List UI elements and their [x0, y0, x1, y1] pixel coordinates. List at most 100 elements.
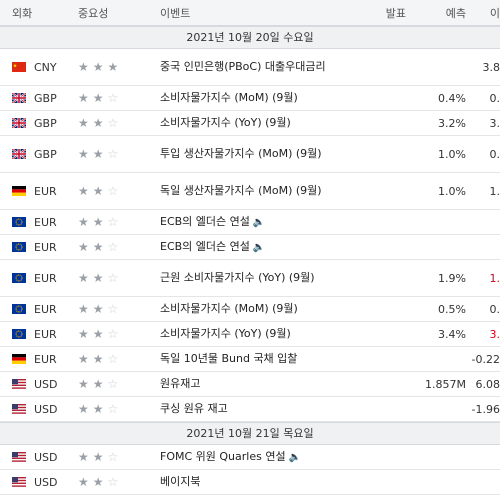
flag-us-icon [12, 452, 26, 462]
event-name[interactable]: FOMC 위원 Quarles 연설 [160, 450, 286, 463]
star-filled-icon: ★ [107, 60, 119, 74]
star-empty-icon: ☆ [107, 377, 119, 391]
event-cell[interactable]: 베이지북 [159, 474, 346, 490]
previous-value: 0. [489, 147, 500, 161]
table-row[interactable]: EUR ★ ★ ☆ ECB의 엘더슨 연설 🔈 [0, 235, 500, 260]
star-filled-icon: ★ [92, 240, 104, 254]
importance-stars: ★ ★ ★ [78, 61, 159, 73]
importance-cell: ★ ★ ☆ [74, 148, 159, 160]
flag-eu-icon [12, 217, 26, 227]
importance-stars: ★ ★ ☆ [78, 241, 159, 253]
calendar-body: 2021년 10월 20일 수요일 CNY ★ ★ ★ 중국 인민은행(PBoC) 대출우… [0, 26, 500, 495]
event-cell[interactable]: ECB의 엘더슨 연설 🔈 [159, 239, 346, 255]
date-header: 2021년 10월 21일 목요일 [0, 422, 500, 445]
event-cell[interactable]: 원유재고 [159, 376, 346, 392]
importance-stars: ★ ★ ☆ [78, 476, 159, 488]
currency-cell: USD [0, 476, 74, 489]
event-cell[interactable]: ECB의 엘더슨 연설 🔈 [159, 214, 346, 230]
previous-value: 1. [489, 184, 500, 198]
event-cell[interactable]: 소비자물가지수 (YoY) (9월) [159, 115, 346, 131]
table-row[interactable]: GBP ★ ★ ☆ 소비자물가지수 (MoM) (9월) 0.4% 0. [0, 86, 500, 111]
event-name[interactable]: 소비자물가지수 (MoM) (9월) [160, 91, 298, 104]
star-empty-icon: ☆ [107, 302, 119, 316]
currency-cell: GBP [0, 92, 74, 105]
importance-cell: ★ ★ ☆ [74, 241, 159, 253]
event-name[interactable]: 독일 10년물 Bund 국채 입찰 [160, 352, 298, 365]
importance-stars: ★ ★ ☆ [78, 148, 159, 160]
event-cell[interactable]: 소비자물가지수 (YoY) (9월) [159, 326, 346, 342]
currency-code: EUR [34, 215, 57, 229]
event-cell[interactable]: 중국 인민은행(PBoC) 대출우대금리 [159, 59, 346, 75]
importance-cell: ★ ★ ☆ [74, 117, 159, 129]
currency-cell: EUR [0, 328, 74, 341]
flag-eu-icon [12, 304, 26, 314]
star-filled-icon: ★ [92, 450, 104, 464]
event-name[interactable]: 독일 생산자물가지수 (MoM) (9월) [160, 184, 322, 197]
star-filled-icon: ★ [92, 147, 104, 161]
date-header: 2021년 10월 20일 수요일 [0, 26, 500, 49]
table-row[interactable]: USD ★ ★ ☆ FOMC 위원 Quarles 연설 🔈 [0, 445, 500, 470]
star-empty-icon: ☆ [107, 147, 119, 161]
currency-code: EUR [34, 302, 57, 316]
table-row[interactable]: EUR ★ ★ ☆ 소비자물가지수 (YoY) (9월) 3.4% 3. [0, 322, 500, 347]
event-cell[interactable]: 쿠싱 원유 재고 [159, 401, 346, 417]
event-name[interactable]: 중국 인민은행(PBoC) 대출우대금리 [160, 60, 326, 73]
flag-de-icon [12, 354, 26, 364]
event-name[interactable]: 베이지북 [160, 475, 201, 488]
previous-value: 0. [489, 91, 500, 105]
importance-cell: ★ ★ ☆ [74, 328, 159, 340]
event-name[interactable]: 소비자물가지수 (MoM) (9월) [160, 302, 298, 315]
event-name[interactable]: 소비자물가지수 (YoY) (9월) [160, 327, 291, 340]
currency-cell: CNY [0, 61, 74, 74]
event-cell[interactable]: 근원 소비자물가지수 (YoY) (9월) [159, 270, 346, 286]
table-row[interactable]: CNY ★ ★ ★ 중국 인민은행(PBoC) 대출우대금리 3.8 [0, 49, 500, 86]
currency-cell: EUR [0, 185, 74, 198]
event-cell[interactable]: 독일 생산자물가지수 (MoM) (9월) [159, 183, 346, 199]
importance-stars: ★ ★ ☆ [78, 328, 159, 340]
table-row[interactable]: USD ★ ★ ☆ 원유재고 1.857M 6.08 [0, 372, 500, 397]
currency-code: EUR [34, 240, 57, 254]
event-name[interactable]: 투입 생산자물가지수 (MoM) (9월) [160, 147, 322, 160]
event-name[interactable]: 근원 소비자물가지수 (YoY) (9월) [160, 271, 315, 284]
event-name[interactable]: 쿠싱 원유 재고 [160, 402, 228, 415]
table-row[interactable]: EUR ★ ★ ☆ ECB의 엘더슨 연설 🔈 [0, 210, 500, 235]
event-cell[interactable]: 소비자물가지수 (MoM) (9월) [159, 90, 346, 106]
star-filled-icon: ★ [78, 116, 89, 130]
event-name[interactable]: 원유재고 [160, 377, 201, 390]
header-currency: 외화 [12, 6, 33, 20]
table-row[interactable]: EUR ★ ★ ☆ 독일 생산자물가지수 (MoM) (9월) 1.0% 1. [0, 173, 500, 210]
table-row[interactable]: GBP ★ ★ ☆ 소비자물가지수 (YoY) (9월) 3.2% 3. [0, 111, 500, 136]
table-row[interactable]: USD ★ ★ ☆ 쿠싱 원유 재고 -1.96 [0, 397, 500, 422]
importance-stars: ★ ★ ☆ [78, 185, 159, 197]
table-row[interactable]: GBP ★ ★ ☆ 투입 생산자물가지수 (MoM) (9월) 1.0% 0. [0, 136, 500, 173]
importance-stars: ★ ★ ☆ [78, 403, 159, 415]
currency-code: USD [34, 450, 58, 464]
event-cell[interactable]: 투입 생산자물가지수 (MoM) (9월) [159, 146, 346, 162]
event-name[interactable]: ECB의 엘더슨 연설 [160, 240, 250, 253]
table-row[interactable]: USD ★ ★ ☆ 베이지북 [0, 470, 500, 495]
star-empty-icon: ☆ [107, 450, 119, 464]
event-name[interactable]: 소비자물가지수 (YoY) (9월) [160, 116, 291, 129]
currency-code: EUR [34, 327, 57, 341]
speaker-icon: 🔈 [288, 452, 302, 463]
header-importance: 중요성 [78, 6, 109, 20]
star-filled-icon: ★ [92, 475, 104, 489]
event-cell[interactable]: 독일 10년물 Bund 국채 입찰 [159, 351, 346, 367]
currency-code: CNY [34, 60, 57, 74]
importance-stars: ★ ★ ☆ [78, 216, 159, 228]
table-row[interactable]: EUR ★ ★ ☆ 독일 10년물 Bund 국채 입찰 -0.22 [0, 347, 500, 372]
star-filled-icon: ★ [78, 240, 89, 254]
currency-cell: GBP [0, 148, 74, 161]
event-name[interactable]: ECB의 엘더슨 연설 [160, 215, 250, 228]
importance-stars: ★ ★ ☆ [78, 378, 159, 390]
currency-cell: EUR [0, 216, 74, 229]
star-filled-icon: ★ [78, 327, 89, 341]
event-cell[interactable]: FOMC 위원 Quarles 연설 🔈 [159, 449, 346, 465]
table-row[interactable]: EUR ★ ★ ☆ 소비자물가지수 (MoM) (9월) 0.5% 0. [0, 297, 500, 322]
table-row[interactable]: EUR ★ ★ ☆ 근원 소비자물가지수 (YoY) (9월) 1.9% 1. [0, 260, 500, 297]
importance-cell: ★ ★ ☆ [74, 476, 159, 488]
event-cell[interactable]: 소비자물가지수 (MoM) (9월) [159, 301, 346, 317]
table-header: 외화 중요성 이벤트 발표 예측 이 [0, 0, 500, 26]
currency-code: GBP [34, 91, 57, 105]
star-filled-icon: ★ [92, 271, 104, 285]
